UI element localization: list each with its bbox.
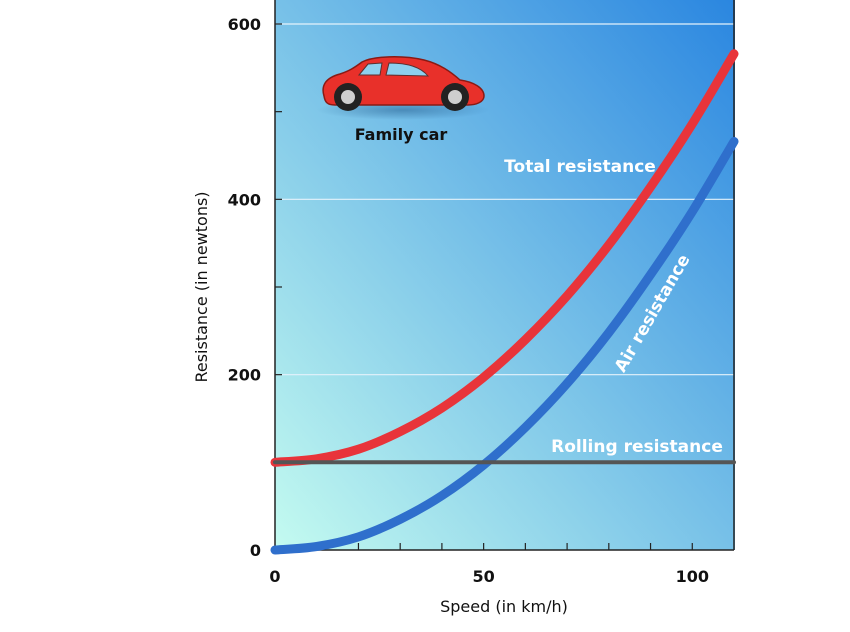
y-tick-label-200: 200 [228, 366, 261, 385]
series-lines [270, 49, 739, 555]
x-axis-title: Speed (in km/h) [440, 597, 568, 616]
grid-lines [275, 23, 734, 376]
y-axis-title: Resistance (in newtons) [192, 191, 211, 382]
x-tick-label-50: 50 [473, 567, 495, 586]
car-caption: Family car [355, 125, 448, 144]
tick-labels: 0 200 400 600 0 50 100 [228, 15, 709, 586]
total-resistance-label: Total resistance [504, 157, 656, 177]
y-tick-label-0: 0 [250, 541, 261, 560]
air-resistance-line [270, 137, 739, 555]
y-tick-label-400: 400 [228, 190, 261, 209]
car-icon [317, 56, 489, 120]
x-tick-label-0: 0 [269, 567, 280, 586]
total-resistance-line [270, 49, 739, 467]
x-tick-label-100: 100 [676, 567, 709, 586]
rolling-resistance-label: Rolling resistance [551, 437, 723, 457]
y-tick-label-600: 600 [228, 15, 261, 34]
